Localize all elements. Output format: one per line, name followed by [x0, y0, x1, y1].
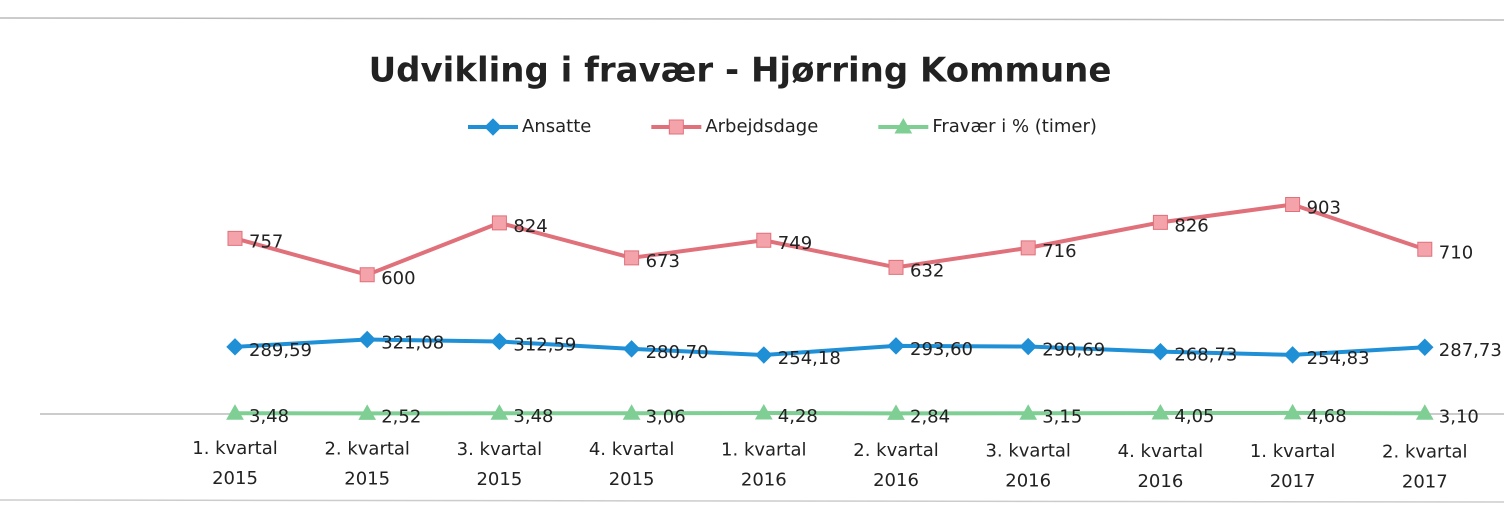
data-point [1283, 346, 1302, 364]
data-point [756, 232, 772, 248]
data-label: 4,68 [1307, 406, 1347, 427]
data-label: 280,70 [646, 342, 709, 363]
x-tick-label: 4. kvartal [1118, 441, 1204, 462]
data-point [491, 215, 507, 231]
data-label: 2,52 [381, 406, 421, 427]
x-tick-label: 1. kvartal [721, 440, 807, 461]
x-tick-label: 2016 [741, 470, 787, 491]
x-tick-label: 2015 [344, 468, 390, 489]
data-label: 312,59 [513, 334, 576, 355]
legend-marker [668, 119, 684, 135]
x-tick-label: 1. kvartal [1250, 441, 1336, 462]
legend-marker [484, 118, 502, 136]
data-point [1416, 338, 1434, 356]
data-label: 293,60 [910, 339, 973, 360]
scan-edge-top [0, 17, 1504, 21]
data-label: 716 [1042, 241, 1076, 262]
x-tick-label: 2017 [1270, 471, 1316, 492]
chart-title: Udvikling i fravær - Hjørring Kommune [369, 51, 1112, 91]
data-label: 268,73 [1174, 345, 1237, 366]
data-point [1151, 342, 1170, 361]
data-label: 600 [381, 268, 415, 289]
data-point [888, 259, 904, 275]
data-label: 757 [249, 231, 283, 252]
x-tick-label: 3. kvartal [985, 440, 1071, 461]
series-line [234, 410, 1425, 416]
x-tick-label: 3. kvartal [457, 439, 543, 460]
legend-label: Ansatte [522, 116, 591, 137]
data-point [1283, 403, 1302, 420]
data-label: 673 [646, 251, 680, 272]
data-label: 289,59 [249, 340, 312, 361]
data-point [624, 250, 640, 266]
data-point [226, 338, 244, 356]
data-point [1151, 404, 1170, 420]
data-point [1415, 404, 1434, 420]
x-tick-label: 2015 [212, 468, 258, 489]
data-point [1152, 214, 1168, 230]
data-label: 3,48 [249, 406, 289, 427]
data-label: 287,73 [1439, 340, 1502, 361]
data-point [622, 340, 641, 358]
data-point [1020, 240, 1036, 256]
data-point [1019, 404, 1038, 420]
x-tick-label: 1. kvartal [192, 438, 278, 459]
data-point [490, 404, 509, 420]
data-label: 903 [1307, 198, 1341, 219]
data-label: 290,69 [1042, 340, 1105, 361]
data-label: 321,08 [381, 333, 444, 354]
data-label: 710 [1439, 242, 1473, 263]
data-point [358, 404, 377, 420]
data-label: 749 [778, 233, 812, 254]
data-point [622, 404, 641, 420]
x-tick-label: 4. kvartal [589, 439, 675, 460]
data-label: 3,48 [513, 406, 553, 427]
data-point [226, 404, 244, 420]
x-tick-label: 2017 [1402, 472, 1448, 493]
x-tick-label: 2. kvartal [1382, 442, 1468, 463]
scan-edge-bottom [0, 499, 1504, 503]
data-label: 2,84 [910, 406, 950, 427]
x-tick-label: 2015 [476, 469, 522, 490]
data-point [754, 403, 773, 420]
data-point [1285, 197, 1301, 213]
series-line [234, 337, 1425, 358]
data-point [887, 404, 905, 420]
data-point [358, 330, 376, 349]
x-tick-label: 2016 [1137, 471, 1183, 492]
series-line [234, 202, 1426, 277]
legend-marker [894, 117, 913, 134]
data-label: 254,18 [778, 348, 841, 369]
data-label: 826 [1174, 215, 1208, 236]
data-point [227, 230, 243, 246]
data-label: 632 [910, 260, 944, 281]
data-label: 254,83 [1307, 348, 1370, 369]
data-label: 4,28 [778, 406, 818, 427]
x-tick-label: 2. kvartal [324, 438, 410, 459]
data-point [1019, 337, 1037, 356]
data-label: 3,06 [646, 406, 686, 427]
x-tick-label: 2016 [1005, 470, 1051, 491]
data-label: 4,05 [1174, 406, 1214, 427]
data-label: 3,15 [1042, 406, 1082, 427]
data-label: 824 [513, 216, 547, 237]
data-point [755, 346, 773, 364]
x-tick-label: 2. kvartal [853, 440, 939, 461]
legend-label: Arbejdsdage [705, 116, 818, 137]
x-tick-label: 2016 [873, 470, 919, 491]
x-tick-label: 2015 [609, 469, 655, 490]
data-label: 3,10 [1439, 406, 1479, 427]
data-point [1417, 241, 1433, 257]
legend-label: Fravær i % (timer) [932, 116, 1097, 137]
data-point [490, 332, 509, 351]
data-point [359, 267, 375, 283]
data-point [887, 337, 905, 355]
